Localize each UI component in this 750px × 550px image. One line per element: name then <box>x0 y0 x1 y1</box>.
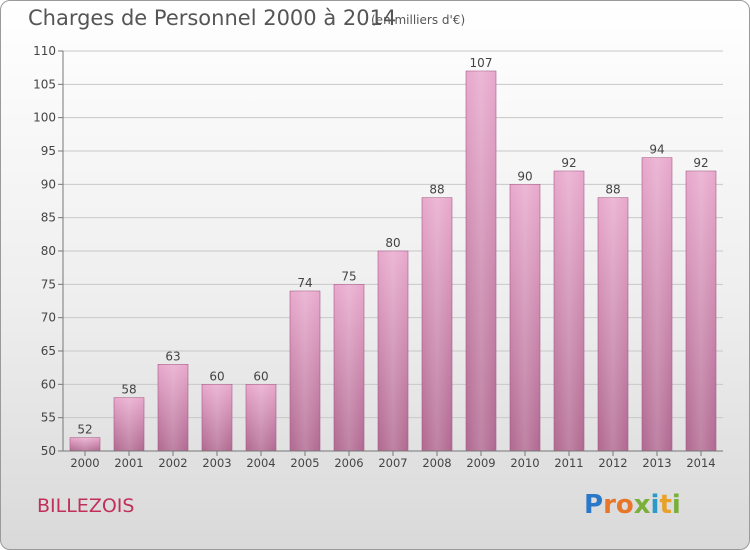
bars: 52 58 63 60 60 74 75 80 88 107 90 92 88 94 92 <box>69 56 717 452</box>
y-axis: 50 55 60 65 70 75 80 85 90 95 100 105 110 <box>33 44 64 458</box>
bar-highlight <box>334 284 364 451</box>
bar-value-label: 88 <box>605 183 620 197</box>
bar-value-label: 107 <box>470 56 493 70</box>
x-tick-label: 2000 <box>70 456 99 470</box>
bar-value-label: 75 <box>341 269 356 283</box>
logo-letter: o <box>615 490 634 520</box>
logo-letter: i <box>671 490 681 520</box>
bar-value-label: 58 <box>121 383 136 397</box>
y-tick-label: 70 <box>41 311 56 325</box>
bar-value-label: 52 <box>77 423 92 437</box>
bar-highlight <box>422 197 452 451</box>
y-tick-label: 60 <box>41 377 56 391</box>
x-tick-label: 2008 <box>422 456 451 470</box>
x-tick-label: 2007 <box>378 456 407 470</box>
bar-highlight <box>466 71 496 451</box>
y-tick-label: 95 <box>41 144 56 158</box>
bar-value-label: 90 <box>517 169 532 183</box>
x-tick-label: 2013 <box>642 456 671 470</box>
chart-title: Charges de Personnel 2000 à 2014 <box>28 6 397 30</box>
x-tick-label: 2010 <box>510 456 539 470</box>
x-tick-label: 2006 <box>334 456 363 470</box>
x-tick-label: 2009 <box>466 456 495 470</box>
bar-value-label: 92 <box>561 156 576 170</box>
y-tick-label: 65 <box>41 344 56 358</box>
y-tick-label: 105 <box>33 77 56 91</box>
bar-highlight <box>158 364 188 451</box>
logo-letter: P <box>584 490 604 520</box>
logo-letter: t <box>659 490 672 520</box>
bar-value-label: 92 <box>693 156 708 170</box>
x-tick-label: 2004 <box>246 456 275 470</box>
y-tick-label: 50 <box>41 444 56 458</box>
x-tick-label: 2001 <box>114 456 143 470</box>
bar-highlight <box>686 171 716 451</box>
bar-highlight <box>378 251 408 451</box>
bar-highlight <box>246 384 276 451</box>
x-tick-label: 2005 <box>290 456 319 470</box>
logo-letter: i <box>650 490 660 520</box>
y-tick-label: 75 <box>41 277 56 291</box>
y-tick-label: 85 <box>41 211 56 225</box>
x-tick-label: 2012 <box>598 456 627 470</box>
bar-value-label: 63 <box>165 349 180 363</box>
bar-highlight <box>202 384 232 451</box>
x-tick-label: 2014 <box>686 456 715 470</box>
logo-letter: r <box>603 490 616 520</box>
chart-subtitle: (en milliers d'€) <box>371 13 466 27</box>
y-tick-label: 100 <box>33 111 56 125</box>
bar-highlight <box>554 171 584 451</box>
commune-name: BILLEZOIS <box>37 495 135 517</box>
logo-letter: x <box>633 490 651 520</box>
bar-highlight <box>510 184 540 452</box>
bar-value-label: 94 <box>649 143 664 157</box>
y-tick-label: 90 <box>41 177 56 191</box>
bar-value-label: 88 <box>429 183 444 197</box>
bar-value-label: 74 <box>297 276 312 290</box>
bar-highlight <box>70 437 100 451</box>
y-tick-label: 80 <box>41 244 56 258</box>
x-tick-label: 2002 <box>158 456 187 470</box>
y-tick-label: 55 <box>41 411 56 425</box>
x-axis: 2000 2001 2002 2003 2004 2005 2006 2007 2008 2009… <box>63 450 723 470</box>
bar-highlight <box>290 291 320 451</box>
bar-value-label: 60 <box>209 369 224 383</box>
bar-highlight <box>642 157 672 451</box>
bar-highlight <box>598 197 628 451</box>
x-tick-label: 2011 <box>554 456 583 470</box>
bar-highlight <box>114 397 144 451</box>
bar-value-label: 80 <box>385 236 400 250</box>
proxiti-logo: Proxiti <box>584 490 681 520</box>
x-tick-label: 2003 <box>202 456 231 470</box>
y-tick-label: 110 <box>33 44 56 58</box>
bar-value-label: 60 <box>253 369 268 383</box>
